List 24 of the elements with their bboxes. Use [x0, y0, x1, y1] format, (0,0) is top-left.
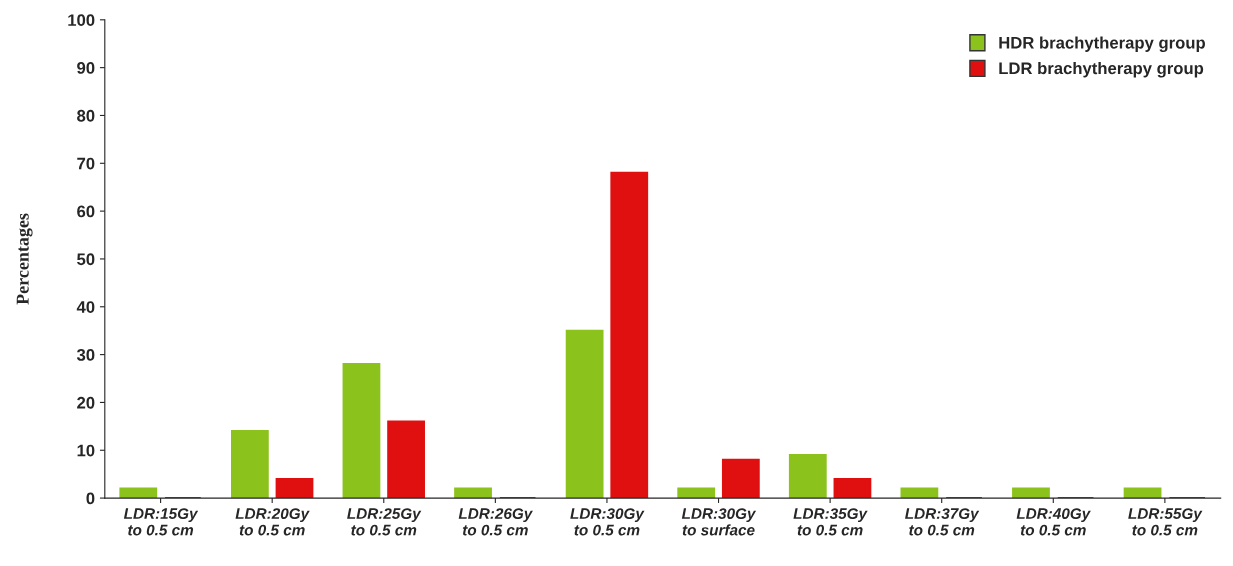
x-tick-label: LDR:30Gy to surface [681, 508, 757, 536]
x-tick-label: LDR:35Gy to 0.5 cm [793, 508, 868, 536]
y-tick-label: 60 [77, 205, 95, 218]
x-tick-label: LDR:30Gy to 0.5 cm [570, 508, 645, 536]
y-tick-label: 90 [77, 62, 95, 74]
x-tick-label: LDR:20Gy to 0.5 cm [235, 508, 310, 536]
x-tick-label: LDR:15Gy to 0.5 cm [123, 508, 199, 536]
y-tick-label: 50 [77, 253, 95, 266]
x-tick-label: LDR:40Gy to 0.5 cm [1016, 508, 1091, 536]
y-axis-title: Percentages [16, 213, 33, 305]
x-tick-label: LDR:37Gy to 0.5 cm [905, 508, 980, 536]
y-tick-label: 70 [77, 157, 95, 170]
legend-label: LDR brachytherapy group [999, 61, 1204, 78]
legend-label: HDR brachytherapy group [999, 36, 1205, 53]
y-tick-label: 40 [76, 301, 95, 313]
x-tick-label: LDR:25Gy to 0.5 cm [347, 508, 422, 536]
y-tick-label: 80 [77, 109, 95, 122]
y-tick-label: 100 [68, 14, 95, 27]
y-tick-label: 10 [77, 444, 95, 457]
x-tick-label: LDR:26Gy to 0.5 cm [458, 508, 533, 536]
y-tick-label: 20 [77, 396, 95, 409]
x-tick-label: LDR:55Gy to 0.5 cm [1128, 508, 1203, 536]
y-tick-label: 30 [76, 349, 95, 361]
y-tick-label: 0 [86, 492, 95, 505]
